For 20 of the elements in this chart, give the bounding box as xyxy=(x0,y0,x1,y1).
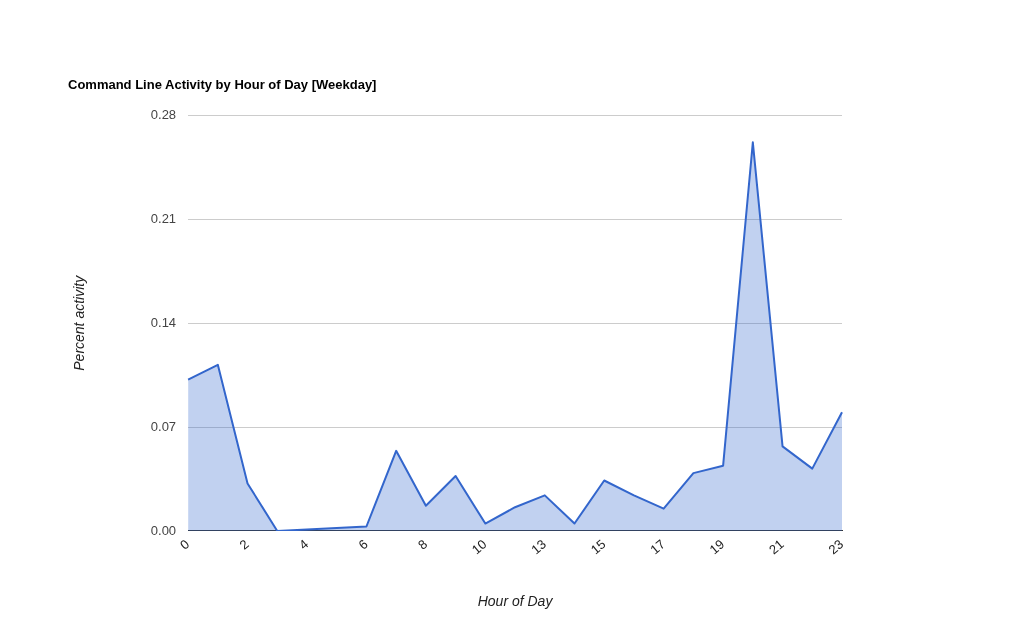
y-tick-label: 0.21 xyxy=(150,211,177,227)
y-tick-label: 0.28 xyxy=(150,107,177,123)
y-tick-label: 0.07 xyxy=(150,418,177,434)
x-tick-label: 13 xyxy=(528,536,549,558)
x-tick-label: 2 xyxy=(236,536,252,553)
x-tick-label: 23 xyxy=(825,536,847,558)
y-tick-label: 0.00 xyxy=(150,522,177,538)
x-tick-label: 15 xyxy=(587,536,609,558)
x-tick-label: 21 xyxy=(766,536,787,558)
x-tick-label: 19 xyxy=(706,536,728,558)
y-axis-title: Percent activity xyxy=(71,274,88,371)
x-axis-title: Hour of Day xyxy=(477,593,554,610)
x-tick-label: 8 xyxy=(414,536,431,553)
x-tick-label: 17 xyxy=(647,536,668,558)
x-tick-label: 6 xyxy=(355,536,371,553)
x-tick-label: 0 xyxy=(177,536,193,553)
y-tick-label: 0.14 xyxy=(150,314,177,330)
x-tick-label: 4 xyxy=(296,536,312,553)
chart-title: Command Line Activity by Hour of Day [Weekday] xyxy=(68,77,377,93)
x-tick-label: 10 xyxy=(468,536,490,558)
